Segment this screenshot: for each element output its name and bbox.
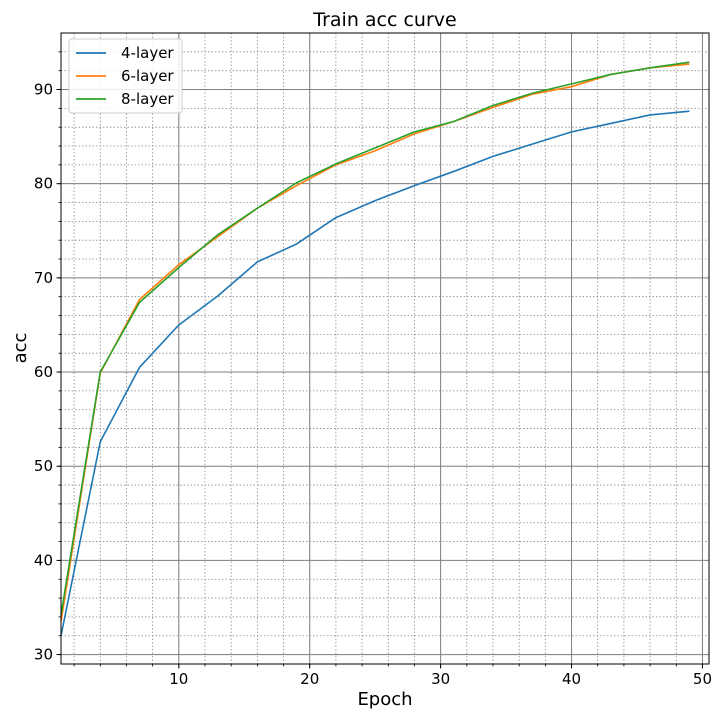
y-tick-label: 40 xyxy=(34,551,53,569)
x-tick-label: 30 xyxy=(431,670,450,688)
chart-title: Train acc curve xyxy=(312,9,456,31)
y-axis-label: acc xyxy=(10,333,31,364)
y-tick-label: 50 xyxy=(34,457,53,475)
major-gridlines xyxy=(61,33,709,664)
x-axis-label: Epoch xyxy=(357,689,412,710)
series-line-6-layer xyxy=(60,63,690,622)
y-tick-label: 60 xyxy=(34,363,53,381)
series-line-8-layer xyxy=(60,61,690,616)
x-tick-label: 40 xyxy=(562,670,581,688)
y-tick-label: 80 xyxy=(34,175,53,193)
legend: 4-layer 6-layer 8-layer xyxy=(68,38,183,114)
x-tick-label: 50 xyxy=(693,670,712,688)
y-tick-label: 30 xyxy=(34,646,53,664)
series-lines xyxy=(60,61,690,636)
y-tick-label: 70 xyxy=(34,269,53,287)
x-tick-label: 20 xyxy=(300,670,319,688)
legend-box xyxy=(68,38,183,114)
series-line-4-layer xyxy=(60,110,690,636)
x-tick-label: 10 xyxy=(169,670,188,688)
plot-frame xyxy=(60,32,710,665)
legend-label-6-layer: 6-layer xyxy=(121,67,174,85)
axis-ticks: 10 20 30 40 50 30 40 50 60 70 80 90 xyxy=(34,51,712,688)
y-tick-label: 90 xyxy=(34,81,53,99)
legend-label-8-layer: 8-layer xyxy=(121,90,174,108)
legend-label-4-layer: 4-layer xyxy=(121,44,174,62)
